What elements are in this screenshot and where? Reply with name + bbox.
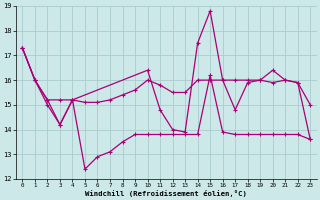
X-axis label: Windchill (Refroidissement éolien,°C): Windchill (Refroidissement éolien,°C)	[85, 190, 247, 197]
